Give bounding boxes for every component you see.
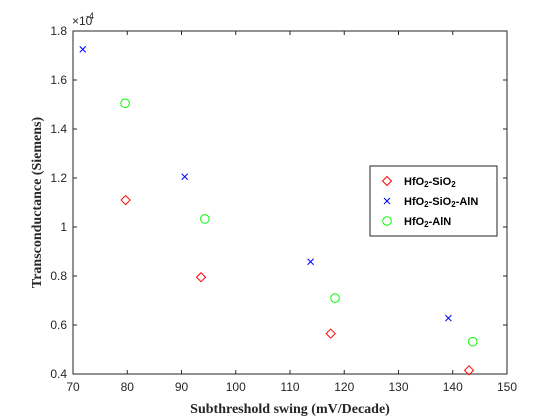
y-tick-label: 0.8 (50, 269, 67, 283)
data-point-x (79, 46, 87, 53)
data-points (79, 46, 478, 376)
x-tick-label: 90 (175, 380, 189, 394)
x-tick-label: 150 (497, 380, 517, 394)
y-tick-label: 1.4 (50, 122, 67, 136)
legend-marker-diamond (381, 175, 393, 187)
x-tick-label: 120 (334, 380, 354, 394)
x-tick-label: 140 (443, 380, 463, 394)
series-1 (79, 46, 452, 322)
data-point-circle (468, 336, 478, 347)
y-tick-label: 1.2 (50, 171, 67, 185)
x-axis-title: Subthreshold swing (mV/Decade) (190, 402, 390, 417)
x-tick-label: 100 (226, 380, 246, 394)
legend-box (369, 165, 498, 237)
legend-marker-circle (382, 216, 392, 226)
x-tick-label: 130 (388, 380, 408, 394)
data-point-x (181, 173, 189, 181)
data-point-x (445, 314, 452, 322)
axes: 70 80 90 100 110 120 130 140 150 0.4 0.6 0.8 1 1.2 1.4… (50, 24, 517, 394)
y-axis-title: Transconductance (Siemens) (30, 117, 45, 289)
x-tick-label: 70 (66, 380, 80, 394)
y-exponent-power: -4 (86, 11, 94, 21)
legend-entry-label: HfO2-SiO2-AlN (404, 196, 478, 209)
x-tick-label: 110 (280, 380, 299, 394)
legend-entry-label: HfO2-SiO2 (404, 176, 456, 189)
x-tick-label: 80 (121, 380, 135, 394)
y-exponent-base: ×10 (72, 14, 93, 28)
y-tick-label: 1.8 (50, 24, 67, 38)
legend: HfO2-SiO2 HfO2-SiO2-AlN HfO2-AlN (369, 165, 498, 237)
y-tick-label: 1 (60, 220, 67, 234)
y-exponent-label: ×10 -4 (72, 11, 94, 28)
y-tick-label: 0.6 (50, 318, 67, 332)
data-point-diamond (325, 328, 336, 339)
y-tick-label: 0.4 (50, 367, 67, 381)
data-point-circle (330, 293, 340, 303)
data-point-circle (200, 214, 210, 224)
legend-marker-x (383, 197, 391, 205)
series-2 (120, 98, 478, 347)
data-point-diamond (120, 194, 131, 206)
data-point-x (307, 258, 314, 266)
series-0 (120, 194, 475, 376)
data-point-diamond (195, 272, 207, 283)
y-tick-label: 1.6 (50, 73, 67, 87)
data-point-diamond (463, 365, 475, 376)
data-point-circle (120, 98, 130, 109)
legend-entry-label: HfO2-AlN (404, 216, 451, 229)
